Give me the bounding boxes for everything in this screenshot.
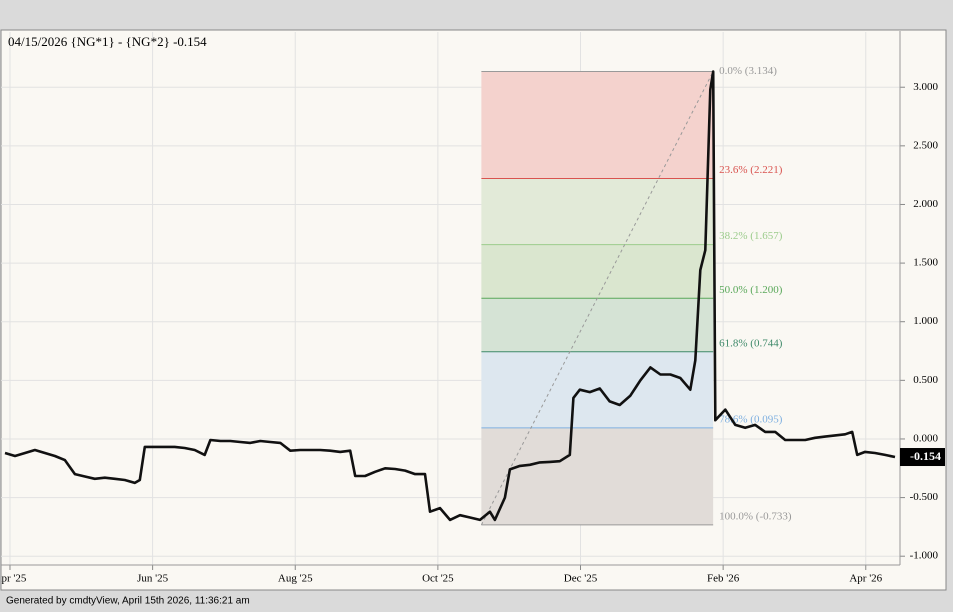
y-tick-label: 0.500: [913, 374, 938, 386]
y-tick-label: 1.500: [913, 257, 938, 269]
line-series: [4, 70, 896, 522]
x-tick-label: Aug '25: [278, 573, 313, 585]
y-tick-label: 0.000: [913, 432, 938, 444]
fib-band: [481, 71, 714, 179]
y-tick-label: 2.000: [913, 198, 938, 210]
x-tick-label: Oct '25: [422, 573, 454, 585]
fib-band: [481, 244, 714, 299]
last-value-box: [900, 448, 945, 467]
y-tick-label: -0.500: [910, 491, 939, 503]
plot-area: 0.0% (3.134) 23.6% (2.221) 38.2% (1.657) 50…: [1, 32, 900, 565]
x-tick-label: Apr '26: [849, 573, 882, 585]
fib-label: 38.2% (1.657): [719, 230, 783, 242]
panel: [0, 29, 947, 591]
fib-label: 0.0% (3.134): [719, 65, 777, 77]
x-tick-label: Apr '25: [0, 573, 27, 585]
fib-label: 50.0% (1.200): [719, 284, 783, 296]
y-tick-label: 1.000: [913, 315, 938, 327]
fib-label: 23.6% (2.221): [719, 164, 783, 176]
fib-label: 100.0% (-0.733): [719, 510, 792, 522]
y-tick-label: 2.500: [913, 139, 938, 151]
y-tick-label: -1.000: [910, 550, 939, 562]
fib-trend: [480, 71, 714, 526]
chart-title: 04/15/2026 {NG*1} - {NG*2} -0.154: [8, 34, 207, 49]
fib-band: [481, 298, 714, 352]
fib-band: [481, 427, 714, 525]
footer: Generated by cmdtyView, April 15th 2026,…: [6, 596, 250, 607]
x-tick-label: Dec '25: [564, 573, 598, 585]
x-tick-label: Jun '25: [137, 573, 169, 585]
last-value-label: -0.154: [910, 449, 941, 463]
x-tick-label: Feb '26: [707, 573, 740, 585]
y-tick-label: 3.000: [913, 81, 938, 93]
fib-band: [481, 178, 714, 245]
fib-label: 61.8% (0.744): [719, 337, 783, 349]
